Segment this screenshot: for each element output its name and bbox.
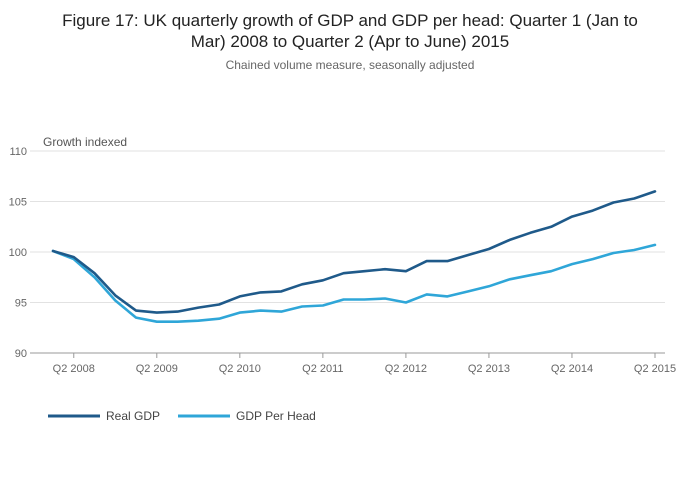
chart-title-line-2: Mar) 2008 to Quarter 2 (Apr to June) 201… — [190, 32, 510, 51]
y-tick-label-90: 90 — [15, 348, 27, 360]
legend-item-gdp-per-head[interactable]: GDP Per Head — [178, 409, 316, 423]
x-tick-label: Q2 2008 — [53, 363, 95, 375]
legend-item-real-gdp[interactable]: Real GDP — [48, 409, 160, 423]
series-line-real-gdp — [51, 190, 657, 314]
x-tick-label: Q2 2011 — [302, 363, 343, 375]
series-line-gdp-per-head — [51, 243, 657, 323]
y-tick-label-95: 95 — [15, 298, 27, 310]
x-tick-label: Q2 2012 — [385, 363, 427, 375]
y-axis-label: Growth indexed — [43, 135, 127, 149]
gridlines — [30, 150, 665, 354]
x-tick-label: Q2 2009 — [136, 363, 178, 375]
series-lines — [51, 190, 657, 323]
y-tick-label-105: 105 — [9, 197, 27, 209]
legend-label-gdp-per-head: GDP Per Head — [236, 409, 316, 423]
y-tick-label-110: 110 — [9, 146, 27, 158]
x-tick-label: Q2 2014 — [551, 363, 593, 375]
x-tick-label: Q2 2015 — [634, 363, 676, 375]
legend-label-real-gdp: Real GDP — [106, 409, 160, 423]
chart-subtitle: Chained volume measure, seasonally adjus… — [225, 58, 475, 72]
x-axis: Q2 2008 Q2 2009 Q2 2010 Q2 2011 Q2 2012 Q2 20… — [53, 353, 676, 375]
chart-title: Figure 17: UK quarterly growth of GDP an… — [0, 10, 700, 52]
x-tick-label: Q2 2010 — [219, 363, 261, 375]
x-tick-label: Q2 2013 — [468, 363, 510, 375]
legend[interactable]: Real GDP GDP Per Head — [48, 409, 316, 423]
chart-title-line-1: Figure 17: UK quarterly growth of GDP an… — [62, 11, 638, 30]
y-tick-label-100: 100 — [9, 247, 27, 259]
y-axis: 90 95 100 105 110 — [9, 146, 27, 360]
